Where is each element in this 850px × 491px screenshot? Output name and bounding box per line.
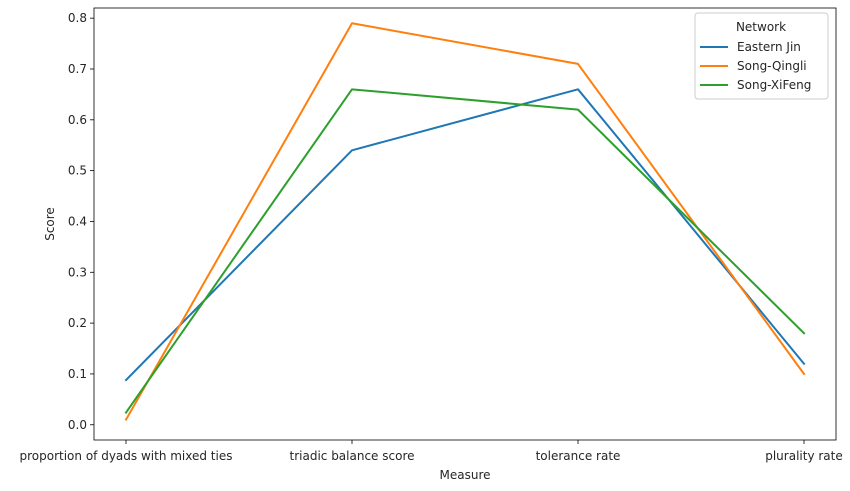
series-line-1 [124,22,806,422]
legend: Network Eastern Jin Song-Qingli Song-XiFen… [694,12,829,100]
y-tick-label: 0.1 [68,367,87,381]
y-axis: 0.0 0.1 0.2 0.3 0.4 0.5 0.6 0.7 0.8 [68,11,94,432]
legend-title: Network [736,20,786,34]
y-tick-label: 0.0 [68,418,87,432]
plot-frame [93,7,837,441]
legend-box [694,12,829,100]
y-tick-label: 0.4 [68,214,87,228]
x-axis: proportion of dyads with mixed ties triad… [20,440,843,463]
y-tick-label: 0.5 [68,164,87,178]
x-tick-label: tolerance rate [536,449,621,463]
x-tick-label: triadic balance score [290,449,415,463]
y-tick-label: 0.2 [68,316,87,330]
x-tick-label: proportion of dyads with mixed ties [20,449,233,463]
legend-entry-label: Eastern Jin [737,40,801,54]
series-line-2 [124,88,806,414]
y-axis-title: Score [43,207,57,241]
y-tick-label: 0.7 [68,62,87,76]
x-axis-title: Measure [440,468,491,482]
plot-lines [124,22,806,422]
series-line-0 [124,88,806,382]
legend-entry-label: Song-XiFeng [737,78,811,92]
y-tick-label: 0.3 [68,265,87,279]
y-tick-label: 0.6 [68,113,87,127]
legend-entry-label: Song-Qingli [737,59,807,73]
y-tick-label: 0.8 [68,11,87,25]
x-tick-label: plurality rate [765,449,843,463]
